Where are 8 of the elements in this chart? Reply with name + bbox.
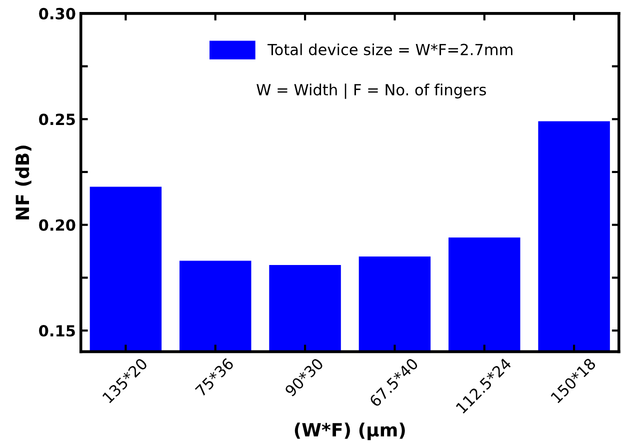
x-axis-title: (W*F) (μm) (294, 422, 405, 440)
legend-label: Total device size = W*F=2.7mm (268, 43, 512, 56)
annotation: W = Width | F = No. of fingers (256, 84, 486, 99)
y-tick-label: 0.30 (39, 8, 76, 20)
y-tick-label: 0.20 (39, 219, 76, 231)
y-tick-label: 0.15 (39, 325, 75, 337)
y-tick-label: 0.25 (39, 114, 75, 126)
y-axis-title: NF (dB) (15, 146, 32, 220)
